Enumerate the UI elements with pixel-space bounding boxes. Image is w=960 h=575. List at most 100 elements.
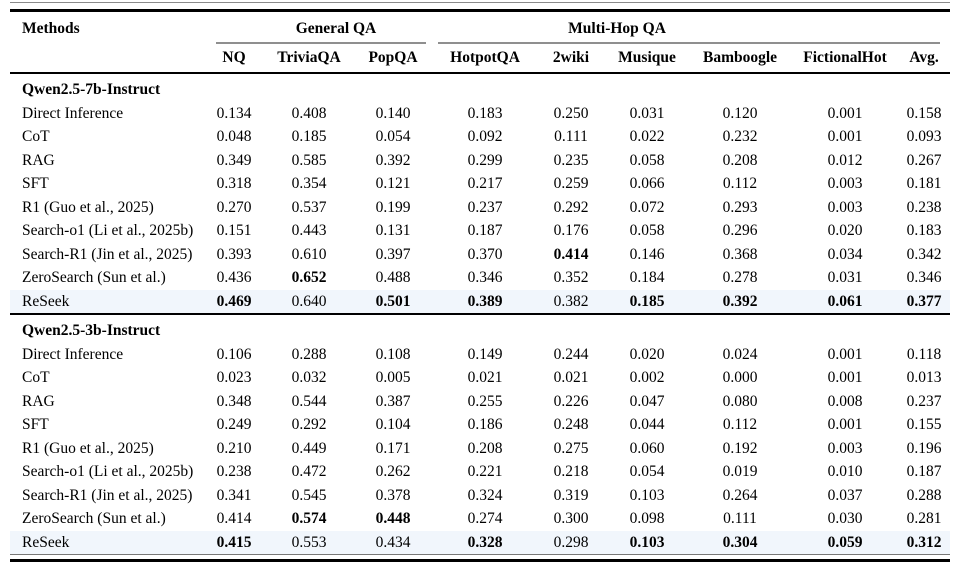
metric-cell-hotpotqa: 0.217 — [467, 175, 503, 192]
column-header-bamboogle: Bamboogle — [702, 48, 778, 66]
metric-cell-2wiki: 0.300 — [553, 510, 589, 527]
metric-cell-avg: 0.093 — [906, 128, 942, 145]
table-row-r1-guo-et-al-2025: R1 (Guo et al., 2025) 0.210 0.449 0.171 0.20… — [10, 437, 950, 461]
metric-cell-2wiki: 0.319 — [553, 486, 589, 504]
metric-cell-fictionalhot: 0.012 — [827, 151, 863, 169]
metric-cell-nq: 0.048 — [216, 128, 252, 145]
multi-hop-qa-underline — [438, 42, 941, 44]
metric-cell-nq: 0.436 — [216, 269, 252, 286]
column-header-popqa: PopQA — [368, 48, 418, 66]
metric-cell-avg: 0.181 — [906, 175, 942, 192]
methods-column-header: Methods — [22, 20, 80, 37]
metric-cell-triviaqa: 0.185 — [291, 128, 327, 145]
metric-cell-fictionalhot: 0.061 — [792, 289, 899, 314]
metric-cell-nq: 0.134 — [216, 104, 252, 122]
metric-cell-triviaqa: 0.610 — [291, 245, 327, 263]
column-header-triviaqa: TriviaQA — [277, 48, 341, 66]
metric-cell-bamboogle: 0.120 — [722, 104, 758, 122]
metric-cell-popqa: 0.140 — [375, 104, 411, 122]
metric-cell-musique: 0.058 — [629, 222, 665, 239]
group-underline-row — [10, 40, 950, 47]
metric-cell-popqa: 0.378 — [375, 486, 411, 504]
metric-cell-bamboogle: 0.112 — [722, 416, 758, 433]
metric-cell-hotpotqa: 0.208 — [467, 439, 503, 457]
metric-cell-nq: 0.348 — [216, 392, 252, 410]
metric-cell-fictionalhot: 0.003 — [827, 175, 863, 192]
metric-cell-popqa: 0.488 — [375, 269, 411, 286]
metric-cell-bamboogle: 0.208 — [722, 151, 758, 169]
metric-cell-popqa: 0.434 — [352, 530, 435, 555]
metric-cell-fictionalhot: 0.034 — [827, 245, 863, 263]
metric-cell-hotpotqa: 0.237 — [467, 198, 503, 216]
table-body: Qwen2.5-7b-Instruct Direct Inference 0.134… — [10, 73, 951, 555]
metric-cell-fictionalhot: 0.001 — [827, 128, 863, 145]
metric-cell-nq: 0.210 — [216, 439, 252, 457]
column-header-fictionalhot: FictionalHot — [803, 48, 887, 66]
method-name: SFT — [22, 175, 49, 192]
metric-cell-nq: 0.106 — [216, 345, 252, 363]
metric-cell-nq: 0.318 — [216, 175, 252, 192]
metric-cell-bamboogle: 0.024 — [722, 345, 758, 363]
metric-cell-nq: 0.341 — [216, 486, 252, 504]
metric-cell-triviaqa: 0.553 — [266, 530, 352, 555]
metric-cell-nq: 0.151 — [216, 222, 252, 239]
table-row-zerosearch-sun-et-al: ZeroSearch (Sun et al.) 0.436 0.652 0.488 0.… — [10, 266, 950, 290]
metric-cell-triviaqa: 0.544 — [291, 392, 327, 410]
metric-cell-2wiki: 0.021 — [553, 369, 589, 386]
metric-cell-fictionalhot: 0.003 — [827, 439, 863, 457]
metric-cell-musique: 0.060 — [629, 439, 665, 457]
metric-cell-avg: 0.281 — [906, 510, 942, 527]
metric-cell-fictionalhot: 0.030 — [827, 510, 863, 527]
underline-spacer — [10, 40, 202, 47]
metric-cell-fictionalhot: 0.020 — [827, 222, 863, 239]
metric-cell-hotpotqa: 0.274 — [467, 510, 503, 527]
method-name: ReSeek — [10, 289, 202, 314]
metric-cell-bamboogle: 0.392 — [688, 289, 793, 314]
column-header-row: NQ TriviaQA PopQA HotpotQA 2wiki Musique Bambo… — [10, 47, 950, 74]
metric-cell-triviaqa: 0.640 — [266, 289, 352, 314]
table-row-sft: SFT 0.249 0.292 0.104 0.186 0.248 0.044 0.112 0.… — [10, 413, 950, 437]
metric-cell-popqa: 0.131 — [375, 222, 411, 239]
metric-cell-avg: 0.237 — [906, 392, 942, 410]
metric-cell-musique: 0.002 — [629, 369, 665, 386]
metric-cell-triviaqa: 0.032 — [291, 369, 327, 386]
metric-cell-musique: 0.031 — [629, 104, 665, 122]
metric-cell-fictionalhot: 0.037 — [827, 486, 863, 504]
metric-cell-2wiki: 0.292 — [553, 198, 589, 216]
metric-cell-fictionalhot: 0.001 — [827, 104, 863, 122]
metric-cell-triviaqa: 0.288 — [291, 345, 327, 363]
section-title: Qwen2.5-3b-Instruct — [22, 322, 161, 339]
table-header: Methods General QA Multi-Hop QA NQ Trivia… — [10, 11, 951, 74]
metric-cell-nq: 0.469 — [202, 289, 266, 314]
method-name: Search-R1 (Jin et al., 2025) — [22, 486, 193, 504]
method-name: R1 (Guo et al., 2025) — [22, 439, 154, 457]
metric-cell-popqa: 0.448 — [375, 510, 411, 527]
metric-cell-bamboogle: 0.019 — [722, 463, 758, 480]
metric-cell-nq: 0.249 — [216, 416, 252, 433]
metric-cell-avg: 0.238 — [906, 198, 942, 216]
column-header-hotpotqa: HotpotQA — [450, 48, 520, 66]
metric-cell-musique: 0.047 — [629, 392, 665, 410]
method-name: Search-o1 (Li et al., 2025b) — [22, 463, 194, 480]
method-name: CoT — [22, 369, 50, 386]
group-header-multi-hop-qa: Multi-Hop QA — [568, 20, 666, 37]
table-row-cot: CoT 0.023 0.032 0.005 0.021 0.021 0.002 0.000 0.… — [10, 366, 950, 390]
metric-cell-musique: 0.058 — [629, 151, 665, 169]
metric-cell-avg: 0.346 — [906, 269, 942, 286]
metric-cell-triviaqa: 0.472 — [291, 463, 327, 480]
metric-cell-triviaqa: 0.537 — [291, 198, 327, 216]
metric-cell-2wiki: 0.244 — [553, 345, 589, 363]
metric-cell-fictionalhot: 0.003 — [827, 198, 863, 216]
metric-cell-nq: 0.414 — [216, 510, 252, 527]
metric-cell-triviaqa: 0.652 — [291, 269, 327, 286]
table-top-thin-rule — [10, 2, 950, 3]
metric-cell-popqa: 0.397 — [375, 245, 411, 263]
metric-cell-hotpotqa: 0.370 — [467, 245, 503, 263]
metric-cell-popqa: 0.501 — [352, 289, 435, 314]
metric-cell-musique: 0.066 — [629, 175, 665, 192]
metric-cell-hotpotqa: 0.328 — [434, 530, 537, 555]
method-name: RAG — [22, 151, 55, 169]
metric-cell-popqa: 0.171 — [375, 439, 411, 457]
method-name: Search-R1 (Jin et al., 2025) — [22, 245, 193, 263]
